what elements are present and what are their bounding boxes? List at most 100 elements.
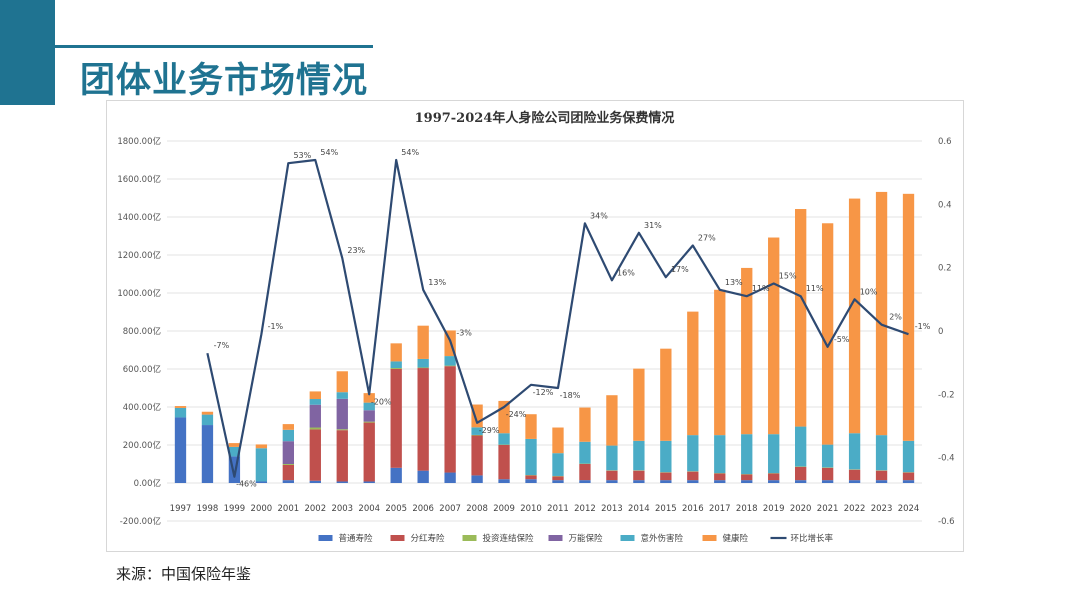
growth-data-label: 11% (752, 284, 770, 293)
y2-tick-label: -0.4 (938, 454, 955, 464)
bar-segment (471, 404, 483, 428)
bar-segment (794, 209, 807, 427)
source-note: 来源：中国保险年鉴 (116, 565, 252, 583)
bar-segment (525, 479, 537, 483)
bar-segment (606, 470, 618, 481)
bar-segment (633, 440, 645, 471)
bar-segment (714, 480, 726, 483)
growth-data-label: 13% (725, 278, 743, 287)
legend-label: 意外伤害险 (641, 533, 684, 544)
y-tick-label: 1400.00亿 (117, 212, 161, 223)
bar-segment (741, 474, 753, 481)
x-tick-label: 2024 (898, 504, 920, 514)
bar-segment (336, 392, 348, 399)
y2-tick-label: 0.6 (938, 137, 952, 147)
bar-segment (309, 391, 321, 400)
x-tick-label: 2015 (655, 504, 677, 514)
bar-segment (417, 470, 429, 483)
bar-segment (768, 480, 780, 483)
x-tick-label: 2007 (439, 504, 461, 514)
y-tick-label: 1200.00亿 (117, 250, 161, 261)
bar-segment (201, 414, 214, 426)
y-tick-label: 1600.00亿 (117, 174, 161, 185)
bar-segment (714, 289, 726, 436)
bar-segment (821, 467, 834, 481)
growth-data-label: 54% (401, 148, 419, 157)
x-tick-label: 2021 (817, 504, 839, 514)
legend-swatch (620, 535, 635, 541)
y-tick-label: 1800.00亿 (117, 136, 161, 147)
bar-segment (390, 369, 402, 468)
y2-tick-label: -0.6 (938, 517, 955, 527)
bar-segment (309, 429, 321, 481)
bar-segment (336, 398, 348, 430)
bar-segment (552, 480, 564, 483)
bar-segment (363, 422, 375, 482)
bar-segment (714, 473, 726, 481)
bar-segment (633, 480, 645, 483)
bar-segment (336, 481, 348, 483)
bar-segment (282, 480, 295, 483)
x-tick-label: 1999 (224, 504, 246, 514)
bar-segment (471, 435, 483, 476)
bar-segment (444, 356, 456, 366)
bar-segment (552, 476, 564, 481)
bar-segment (902, 472, 915, 481)
growth-data-label: -12% (533, 388, 554, 397)
bar-segment (606, 395, 618, 446)
growth-data-label: -1% (268, 322, 284, 331)
bar-segment (794, 480, 807, 483)
y2-tick-label: 0 (938, 327, 943, 337)
bar-segment (525, 438, 537, 476)
y-tick-label: 1000.00亿 (117, 288, 161, 299)
y-tick-label: 800.00亿 (123, 326, 161, 337)
y-tick-label: 0.00亿 (134, 478, 161, 489)
bar-segment (821, 223, 834, 445)
growth-data-label: -5% (834, 335, 850, 344)
x-tick-label: 2023 (871, 504, 893, 514)
chart-frame: 1997-2024年人身险公司团险业务保费情况 -200.00亿 0.00亿 200.… (106, 100, 964, 552)
bar-segment (363, 410, 375, 422)
bar-segment (848, 198, 861, 434)
bar-segment (255, 481, 268, 483)
legend-label: 万能保险 (569, 533, 604, 544)
bar-segment (633, 470, 645, 481)
growth-data-label: -18% (560, 391, 581, 400)
growth-data-label: -20% (371, 397, 392, 406)
growth-data-label: 10% (860, 287, 878, 296)
bar-segment (579, 464, 591, 481)
bar-segment (660, 348, 672, 441)
bar-segment (471, 434, 483, 436)
x-tick-label: 2020 (790, 504, 812, 514)
bar-segment (606, 445, 618, 471)
bar-segment (444, 366, 456, 473)
bar-segment (390, 343, 402, 362)
bar-segment (282, 464, 295, 481)
bar-segment (417, 368, 429, 471)
x-tick-label: 2016 (682, 504, 704, 514)
bar-segment (282, 464, 295, 465)
x-tick-label: 2001 (278, 504, 300, 514)
bar-segment (282, 441, 295, 464)
x-tick-label: 2017 (709, 504, 731, 514)
bar-segment (201, 425, 214, 483)
bar-segment (471, 475, 483, 483)
growth-data-label: -7% (214, 341, 230, 350)
x-tick-label: 2006 (412, 504, 434, 514)
bar-segment (633, 368, 645, 441)
bar-segment (579, 480, 591, 483)
bar-segment (336, 371, 348, 393)
growth-data-label: -3% (456, 329, 472, 338)
bar-segment (498, 433, 510, 445)
bar-segment (768, 473, 780, 481)
x-tick-label: 2009 (493, 504, 515, 514)
bar-segment (471, 427, 483, 435)
x-tick-label: 2013 (601, 504, 623, 514)
bar-segment (228, 456, 241, 483)
x-tick-label: 2014 (628, 504, 650, 514)
bar-segment (687, 480, 699, 483)
growth-data-label: -24% (506, 410, 527, 419)
bar-segment (498, 400, 510, 434)
bar-segment (875, 470, 888, 481)
bar-segment (444, 472, 456, 483)
